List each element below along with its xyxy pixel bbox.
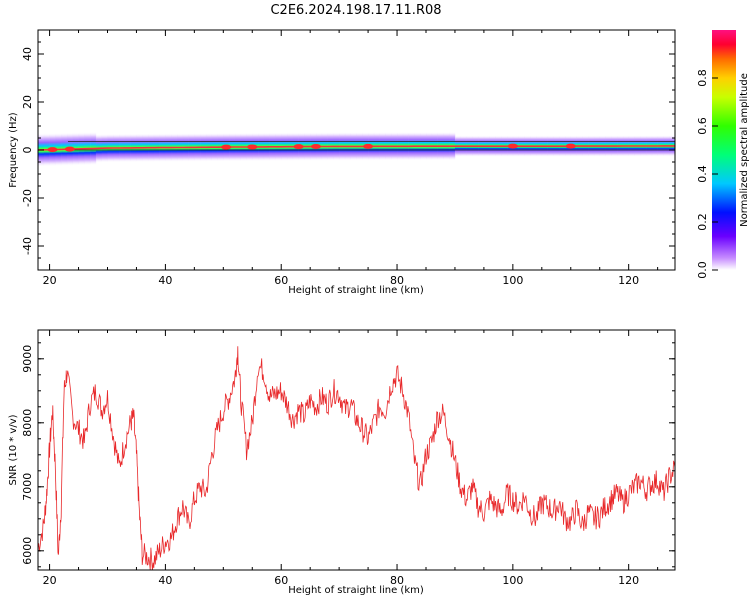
colorbar: 0.0 0.2 0.4 0.6 0.8 Normalized spectral ampl… — [696, 30, 750, 279]
spectrogram-x-tick-label: 40 — [158, 274, 172, 287]
snr-y-tick-label: 7000 — [21, 473, 34, 501]
snr-y-tick-label: 9000 — [21, 345, 34, 373]
snr-x-ticks: 20 40 60 80 100 120 — [43, 330, 659, 587]
colorbar-tick-label: 0.8 — [696, 69, 709, 87]
spectrogram-x-ticks: 20 40 60 80 100 120 — [43, 30, 659, 287]
spectrogram-x-tick-label: 120 — [618, 274, 639, 287]
spectrogram-y-tick-label: 40 — [21, 47, 34, 61]
spectrogram-y-tick-label: 20 — [21, 95, 34, 109]
spectrogram-x-tick-label: 80 — [390, 274, 404, 287]
colorbar-gradient — [712, 30, 736, 270]
spectrogram-x-label: Height of straight line (km) — [288, 285, 424, 296]
colorbar-tick-label: 0.4 — [696, 165, 709, 183]
snr-x-label: Height of straight line (km) — [288, 585, 424, 596]
snr-y-ticks: 6000 7000 8000 9000 — [21, 342, 675, 568]
spectrogram-y-tick-label: -20 — [21, 189, 34, 207]
spectrogram-y-ticks: 40 20 0 -20 -40 — [21, 29, 675, 271]
snr-x-tick-label: 20 — [43, 574, 57, 587]
spectrogram-hot-spot — [363, 143, 374, 149]
snr-y-label: SNR (10 * v/v) — [8, 414, 19, 485]
snr-x-tick-label: 60 — [274, 574, 288, 587]
spectrogram-x-tick-label: 100 — [502, 274, 523, 287]
spectrogram-hot-spot — [247, 144, 258, 150]
snr-x-tick-label: 100 — [502, 574, 523, 587]
spectrogram-hot-spot — [565, 143, 576, 149]
snr-y-tick-label: 8000 — [21, 409, 34, 437]
spectrogram-hot-spot — [221, 144, 232, 150]
snr-x-tick-label: 120 — [618, 574, 639, 587]
colorbar-ticks: 0.0 0.2 0.4 0.6 0.8 — [696, 69, 718, 279]
snr-panel: 20 40 60 80 100 120 6000 7000 8000 9000 Height o… — [8, 329, 676, 596]
spectrogram-hot-spot — [64, 146, 75, 152]
spectrogram-x-tick-label: 20 — [43, 274, 57, 287]
spectrogram-y-tick-label: -40 — [21, 237, 34, 255]
snr-x-tick-label: 80 — [390, 574, 404, 587]
snr-frame — [37, 329, 676, 571]
spectrogram-hot-spot — [507, 143, 518, 149]
spectrogram-y-tick-label: 0 — [21, 147, 34, 154]
spectrogram-hot-spot — [293, 144, 304, 150]
snr-x-tick-label: 40 — [158, 574, 172, 587]
colorbar-tick-label: 0.2 — [696, 213, 709, 231]
spectrogram-x-tick-label: 60 — [274, 274, 288, 287]
spectrogram-hot-spot — [47, 147, 58, 153]
figure-title: C2E6.2024.198.17.11.R08 — [270, 3, 441, 18]
spectrogram-heatmap — [38, 131, 675, 167]
snr-series-line — [38, 346, 675, 570]
colorbar-tick-label: 0.6 — [696, 117, 709, 135]
spectrogram-hot-spot — [310, 144, 321, 150]
snr-y-tick-label: 6000 — [21, 537, 34, 565]
spectrogram-y-label: Frequency (Hz) — [8, 112, 19, 188]
colorbar-tick-label: 0.0 — [696, 261, 709, 279]
colorbar-label: Normalized spectral amplitude — [739, 73, 750, 227]
spectrogram-panel: 20 40 60 80 100 120 40 20 0 -20 -40 Height of str… — [8, 29, 676, 296]
